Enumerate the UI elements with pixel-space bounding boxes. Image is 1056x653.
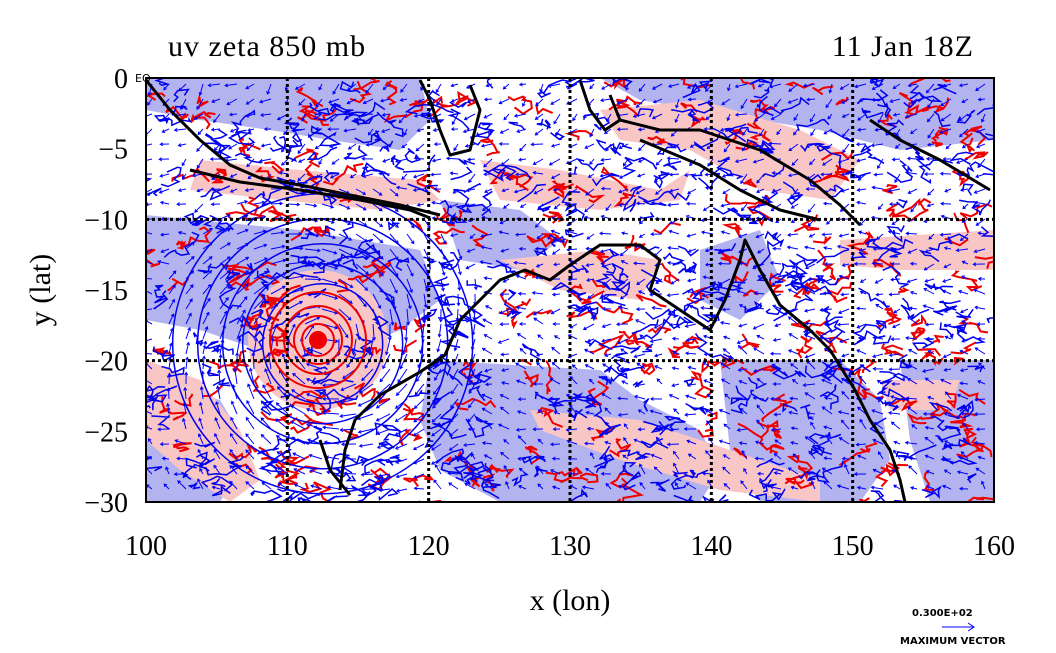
y-tick-label: −5 xyxy=(98,135,128,166)
legend-label: MAXIMUM VECTOR xyxy=(900,636,1006,647)
plot-frame xyxy=(145,77,995,503)
y-tick-label: −10 xyxy=(84,205,128,236)
lat-lon-grid xyxy=(146,78,994,502)
x-tick-label: 160 xyxy=(973,531,1015,562)
y-tick-label: −20 xyxy=(84,347,128,378)
x-ticks: 100 110 120 130 140 150 160 xyxy=(125,531,1015,562)
x-tick-label: 150 xyxy=(832,531,874,562)
vector-legend: 0.300E+02 MAXIMUM VECTOR xyxy=(900,608,1010,652)
y-tick-label: −15 xyxy=(84,276,128,307)
cyclone-core xyxy=(269,291,367,389)
time-label: 11 Jan 18Z xyxy=(831,30,974,63)
x-axis-label: x (lon) xyxy=(530,584,611,617)
coastlines xyxy=(146,79,991,502)
x-tick-label: 120 xyxy=(408,531,450,562)
equator-label: EQ xyxy=(135,72,151,85)
y-tick-label: −25 xyxy=(84,417,128,448)
y-ticks: 0 −5 −10 −15 −20 −25 −30 xyxy=(84,64,128,519)
y-tick-label: 0 xyxy=(114,64,128,95)
y-tick-label: −30 xyxy=(84,488,128,519)
wind-vectors xyxy=(146,82,986,493)
legend-arrow-icon xyxy=(942,622,975,632)
x-tick-label: 140 xyxy=(690,531,732,562)
x-tick-label: 110 xyxy=(267,531,308,562)
legend-value: 0.300E+02 xyxy=(912,608,973,619)
x-tick-label: 130 xyxy=(549,531,591,562)
y-axis-label: y (lat) xyxy=(24,254,57,326)
x-tick-label: 100 xyxy=(125,531,167,562)
cyclone-ring xyxy=(261,282,384,405)
vector-field-arrows xyxy=(146,82,986,493)
field-title: uv zeta 850 mb xyxy=(168,30,367,63)
